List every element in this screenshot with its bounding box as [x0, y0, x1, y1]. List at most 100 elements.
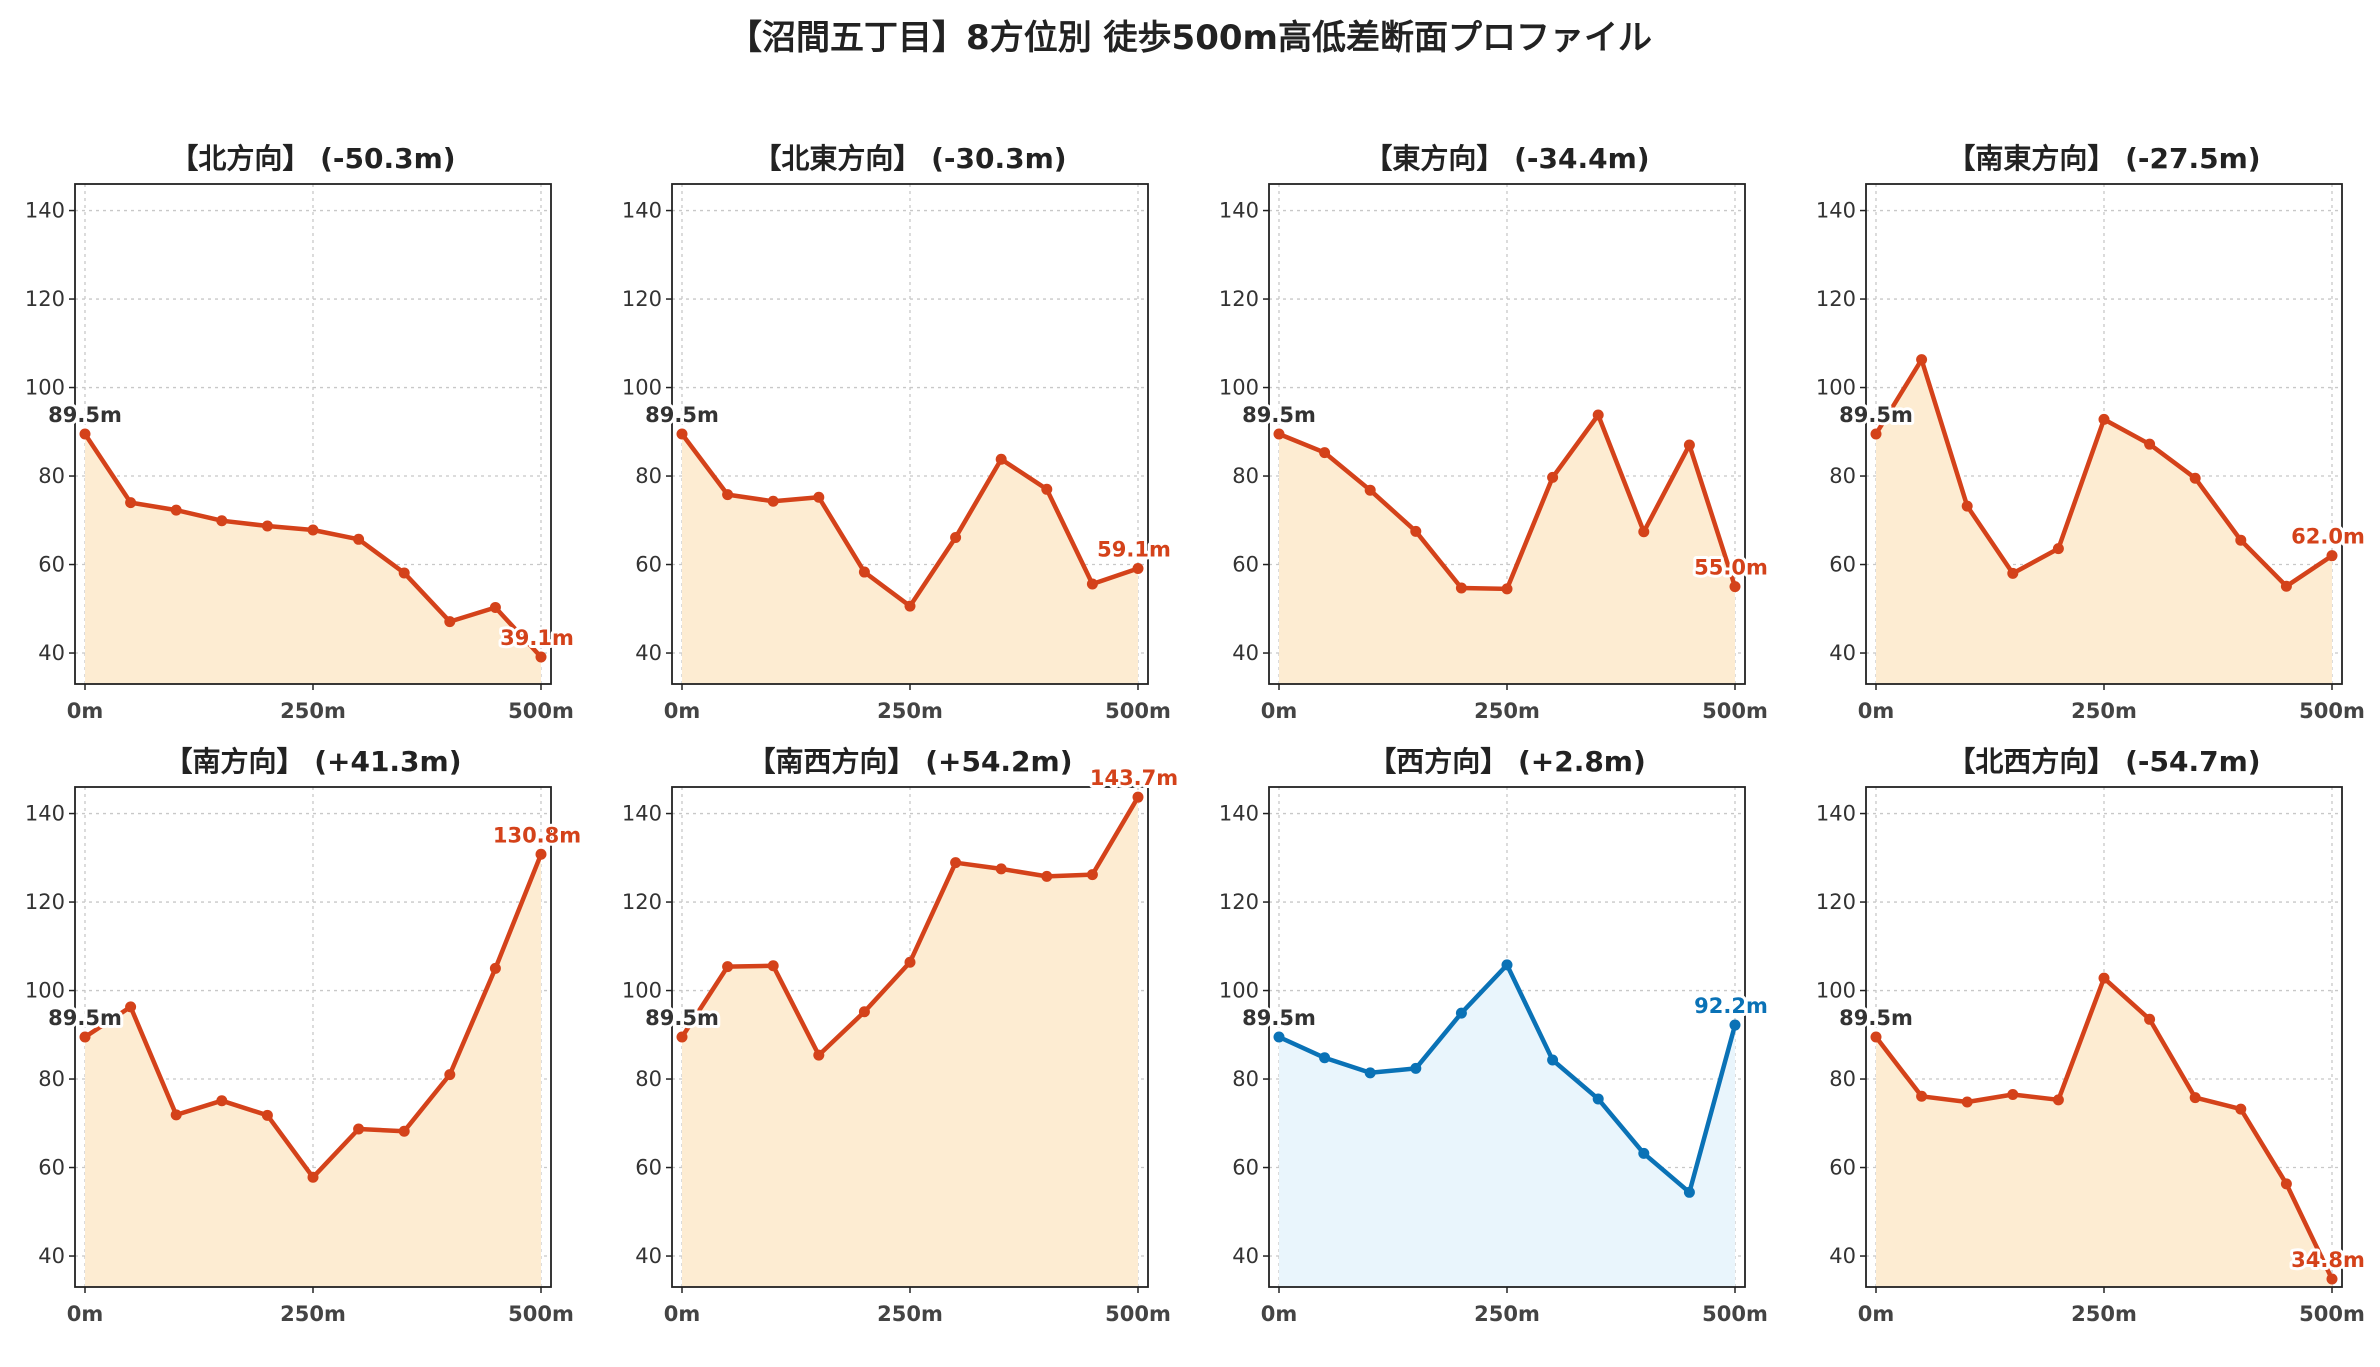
data-point: [722, 489, 734, 501]
data-point: [813, 491, 825, 503]
y-tick-label: 80: [1232, 1067, 1259, 1091]
data-point: [216, 515, 228, 527]
data-point: [1364, 1067, 1376, 1079]
data-point: [1410, 525, 1422, 537]
data-point: [2280, 580, 2292, 592]
data-point: [1319, 447, 1331, 459]
start-value-label: 89.5m: [645, 403, 719, 427]
y-tick-label: 60: [635, 1156, 662, 1180]
data-point: [2098, 972, 2110, 984]
plot-frame: [74, 786, 552, 1288]
data-point: [444, 1069, 456, 1081]
data-point: [1455, 582, 1467, 594]
profile-area: [1876, 978, 2332, 1287]
data-point: [1041, 483, 1053, 495]
data-point: [767, 960, 779, 972]
data-point: [1592, 409, 1604, 421]
y-tick-label: 80: [38, 464, 65, 488]
y-tick-label: 140: [1219, 199, 1259, 223]
y-tick-label: 60: [635, 553, 662, 577]
y-tick-label: 120: [622, 287, 662, 311]
start-value-label: 89.5m: [48, 403, 122, 427]
end-value-label: 92.2m: [1694, 994, 1768, 1018]
plot-frame: [671, 786, 1149, 1288]
data-point: [950, 857, 962, 869]
chart-panel-2: 【東方向】 (-34.4m) 40 60 80 100 120 140 0m 250m 500m 8…: [1219, 142, 1771, 723]
data-point: [1132, 791, 1144, 803]
y-tick-label: 60: [38, 553, 65, 577]
x-tick-label: 500m: [508, 699, 574, 723]
data-point: [813, 1049, 825, 1061]
y-tick-label: 120: [1219, 287, 1259, 311]
data-point: [2144, 438, 2156, 450]
data-point: [950, 532, 962, 544]
start-value-label: 89.5m: [1242, 403, 1316, 427]
end-value-label: 143.7m: [1090, 766, 1178, 790]
data-point: [2052, 1094, 2064, 1106]
profile-area: [1876, 359, 2332, 684]
x-tick-label: 250m: [280, 1302, 346, 1326]
y-tick-label: 80: [635, 1067, 662, 1091]
data-point: [1916, 1090, 1928, 1102]
data-point: [1729, 581, 1741, 593]
data-point: [995, 453, 1007, 465]
y-tick-label: 60: [1829, 1156, 1856, 1180]
data-point: [125, 497, 137, 509]
data-point: [858, 1006, 870, 1018]
y-tick-label: 40: [1829, 1244, 1856, 1268]
plot-frame: [1268, 786, 1746, 1288]
y-tick-label: 100: [25, 979, 65, 1003]
end-value-label: 34.8m: [2291, 1248, 2365, 1272]
y-tick-label: 40: [1232, 641, 1259, 665]
chart-panel-7: 【北西方向】 (-54.7m) 40 60 80 100 120 140 0m 250m 500m…: [1816, 745, 2368, 1326]
chart-panel-4: 【南方向】 (+41.3m) 40 60 80 100 120 140 0m 250m 500m 8…: [25, 745, 584, 1326]
panel-title: 【北西方向】 (-54.7m): [1947, 745, 2260, 778]
main-title: 【沼間五丁目】8方位別 徒歩500m高低差断面プロファイル: [728, 18, 1652, 58]
y-tick-label: 100: [1219, 376, 1259, 400]
data-point: [2326, 1273, 2338, 1285]
data-point: [1364, 484, 1376, 496]
data-point: [444, 616, 456, 628]
panel-title: 【南西方向】 (+54.2m): [747, 745, 1072, 778]
data-point: [535, 651, 547, 663]
x-tick-label: 500m: [1105, 699, 1171, 723]
y-tick-label: 140: [622, 802, 662, 826]
panel-title: 【北方向】 (-50.3m): [170, 142, 455, 175]
y-tick-label: 40: [38, 641, 65, 665]
plot-frame: [1268, 183, 1746, 685]
y-tick-label: 120: [25, 890, 65, 914]
y-tick-label: 140: [1816, 199, 1856, 223]
x-tick-label: 250m: [877, 1302, 943, 1326]
data-point: [2007, 1089, 2019, 1101]
y-tick-label: 120: [1816, 287, 1856, 311]
data-point: [1683, 439, 1695, 451]
chart-panel-3: 【南東方向】 (-27.5m) 40 60 80 100 120 140 0m 250m 500m…: [1816, 142, 2368, 723]
data-point: [489, 601, 501, 613]
y-tick-label: 100: [1816, 376, 1856, 400]
data-point: [2144, 1013, 2156, 1025]
chart-panel-5: 【南西方向】 (+54.2m) 40 60 80 100 120 140 0m 250m 500m…: [622, 745, 1181, 1326]
x-tick-label: 500m: [508, 1302, 574, 1326]
data-point: [1455, 1007, 1467, 1019]
chart-panel-6: 【西方向】 (+2.8m) 40 60 80 100 120 140 0m 250m 500m 89…: [1219, 745, 1771, 1326]
data-point: [2235, 1103, 2247, 1115]
profile-area: [85, 434, 541, 684]
y-tick-label: 40: [635, 1244, 662, 1268]
data-point: [1501, 959, 1513, 971]
y-tick-label: 80: [38, 1067, 65, 1091]
panel-title: 【南東方向】 (-27.5m): [1947, 142, 2260, 175]
data-point: [1592, 1093, 1604, 1105]
x-tick-label: 0m: [67, 699, 104, 723]
start-value-label: 89.5m: [1839, 1006, 1913, 1030]
data-point: [1638, 526, 1650, 538]
data-point: [2189, 472, 2201, 484]
y-tick-label: 60: [1232, 553, 1259, 577]
x-tick-label: 500m: [2299, 699, 2365, 723]
start-value-label: 89.5m: [1839, 403, 1913, 427]
y-tick-label: 120: [1219, 890, 1259, 914]
data-point: [1273, 1031, 1285, 1043]
panel-title: 【南方向】 (+41.3m): [164, 745, 461, 778]
y-tick-label: 80: [1232, 464, 1259, 488]
x-tick-label: 0m: [664, 699, 701, 723]
y-tick-label: 40: [1829, 641, 1856, 665]
